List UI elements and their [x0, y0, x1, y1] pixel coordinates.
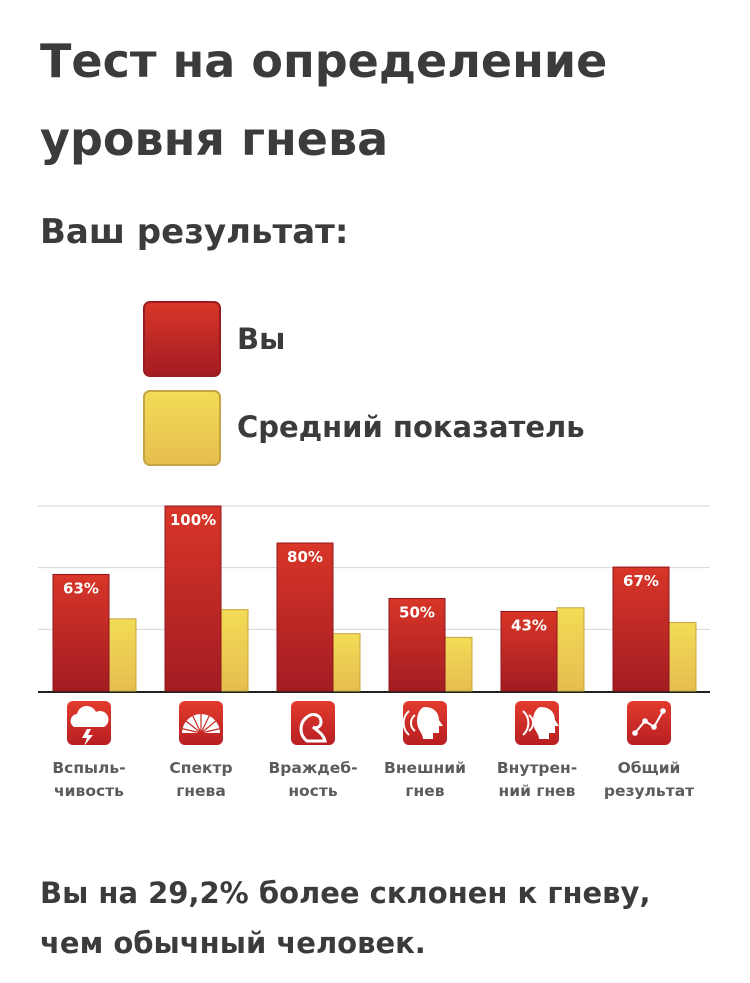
category-label-1-line-2: чивость: [54, 782, 124, 800]
cobra-icon: [291, 701, 335, 745]
gauge-tick: [200, 728, 220, 734]
category-label-6-line-2: результат: [604, 782, 694, 800]
legend-swatch-you: [143, 301, 221, 377]
bar-average-3: [332, 633, 361, 692]
bar-average-1: [108, 618, 137, 692]
gauge-tick: [200, 715, 210, 734]
head-shape: [533, 707, 559, 739]
value-label-6: 67%: [623, 572, 659, 590]
value-label-3: 80%: [287, 548, 323, 566]
category-label-5-line-2: ний гнев: [499, 782, 576, 800]
bar-you-1: [52, 573, 110, 692]
bar-you-4: [388, 598, 446, 692]
cobra-body: [299, 713, 327, 743]
bar-average-2: [220, 609, 249, 692]
cobra-eye: [314, 713, 318, 717]
bar-average-5: [556, 607, 585, 692]
category-label-1-line-1: Вспыль-: [52, 759, 125, 777]
storm-cloud-icon: [67, 701, 111, 746]
bar-you-5: [500, 610, 558, 692]
shouting-head-icon: [402, 701, 447, 745]
anger-bar-chart: 63% Вспыль-чивость 100% Спектр гнева 80% Вражд…: [38, 505, 710, 800]
category-label-3-line-1: Враждеб-: [268, 759, 357, 777]
trend-point: [651, 724, 657, 730]
bar-average-6: [668, 622, 697, 692]
bar-you-6: [612, 566, 670, 692]
sound-wave: [522, 710, 530, 736]
trend-graph-icon: [627, 701, 671, 745]
trend-point: [632, 730, 638, 736]
lightning-shape: [82, 729, 93, 746]
inner-voice-head-icon: [515, 701, 559, 745]
gauge-tick: [182, 728, 202, 734]
category-label-2-line-1: Спектр: [169, 759, 232, 777]
trend-point: [660, 708, 666, 714]
trend-point: [642, 718, 648, 724]
sound-wave: [528, 714, 534, 732]
legend-label-average: Средний показатель: [237, 410, 585, 444]
result-conclusion: Вы на 29,2% более склонен к гневу, чем о…: [40, 876, 651, 960]
bar-average-4: [444, 636, 473, 692]
value-label-4: 50%: [399, 604, 435, 622]
trend-line: [634, 710, 664, 734]
value-label-1: 63%: [63, 579, 99, 597]
head-shape: [417, 707, 443, 739]
category-label-4-line-2: гнев: [405, 782, 444, 800]
value-label-5: 43%: [511, 616, 547, 634]
bar-you-2: [164, 505, 222, 692]
category-label-6-line-1: Общий: [618, 759, 681, 777]
result-heading: Ваш результат:: [40, 212, 349, 252]
gauge-tick: [185, 720, 202, 734]
category-label-5-line-1: Внутрен-: [497, 759, 577, 777]
category-label-2-line-2: гнева: [176, 782, 226, 800]
icon-tile: [291, 701, 335, 745]
gauge-tick: [192, 715, 202, 734]
legend-swatch-average: [143, 390, 221, 466]
value-label-2: 100%: [170, 511, 216, 529]
cloud-shape: [70, 705, 109, 727]
gauge-icon: [179, 701, 223, 745]
page-title: Тест на определение уровня гнева: [40, 34, 608, 166]
gauge-tick: [200, 720, 217, 734]
category-label-3-line-2: ность: [288, 782, 338, 800]
sound-wave: [410, 714, 416, 732]
sound-wave: [402, 710, 410, 736]
category-label-4-line-1: Внешний: [384, 759, 466, 777]
legend-label-you: Вы: [237, 322, 286, 356]
bar-you-3: [276, 542, 334, 692]
